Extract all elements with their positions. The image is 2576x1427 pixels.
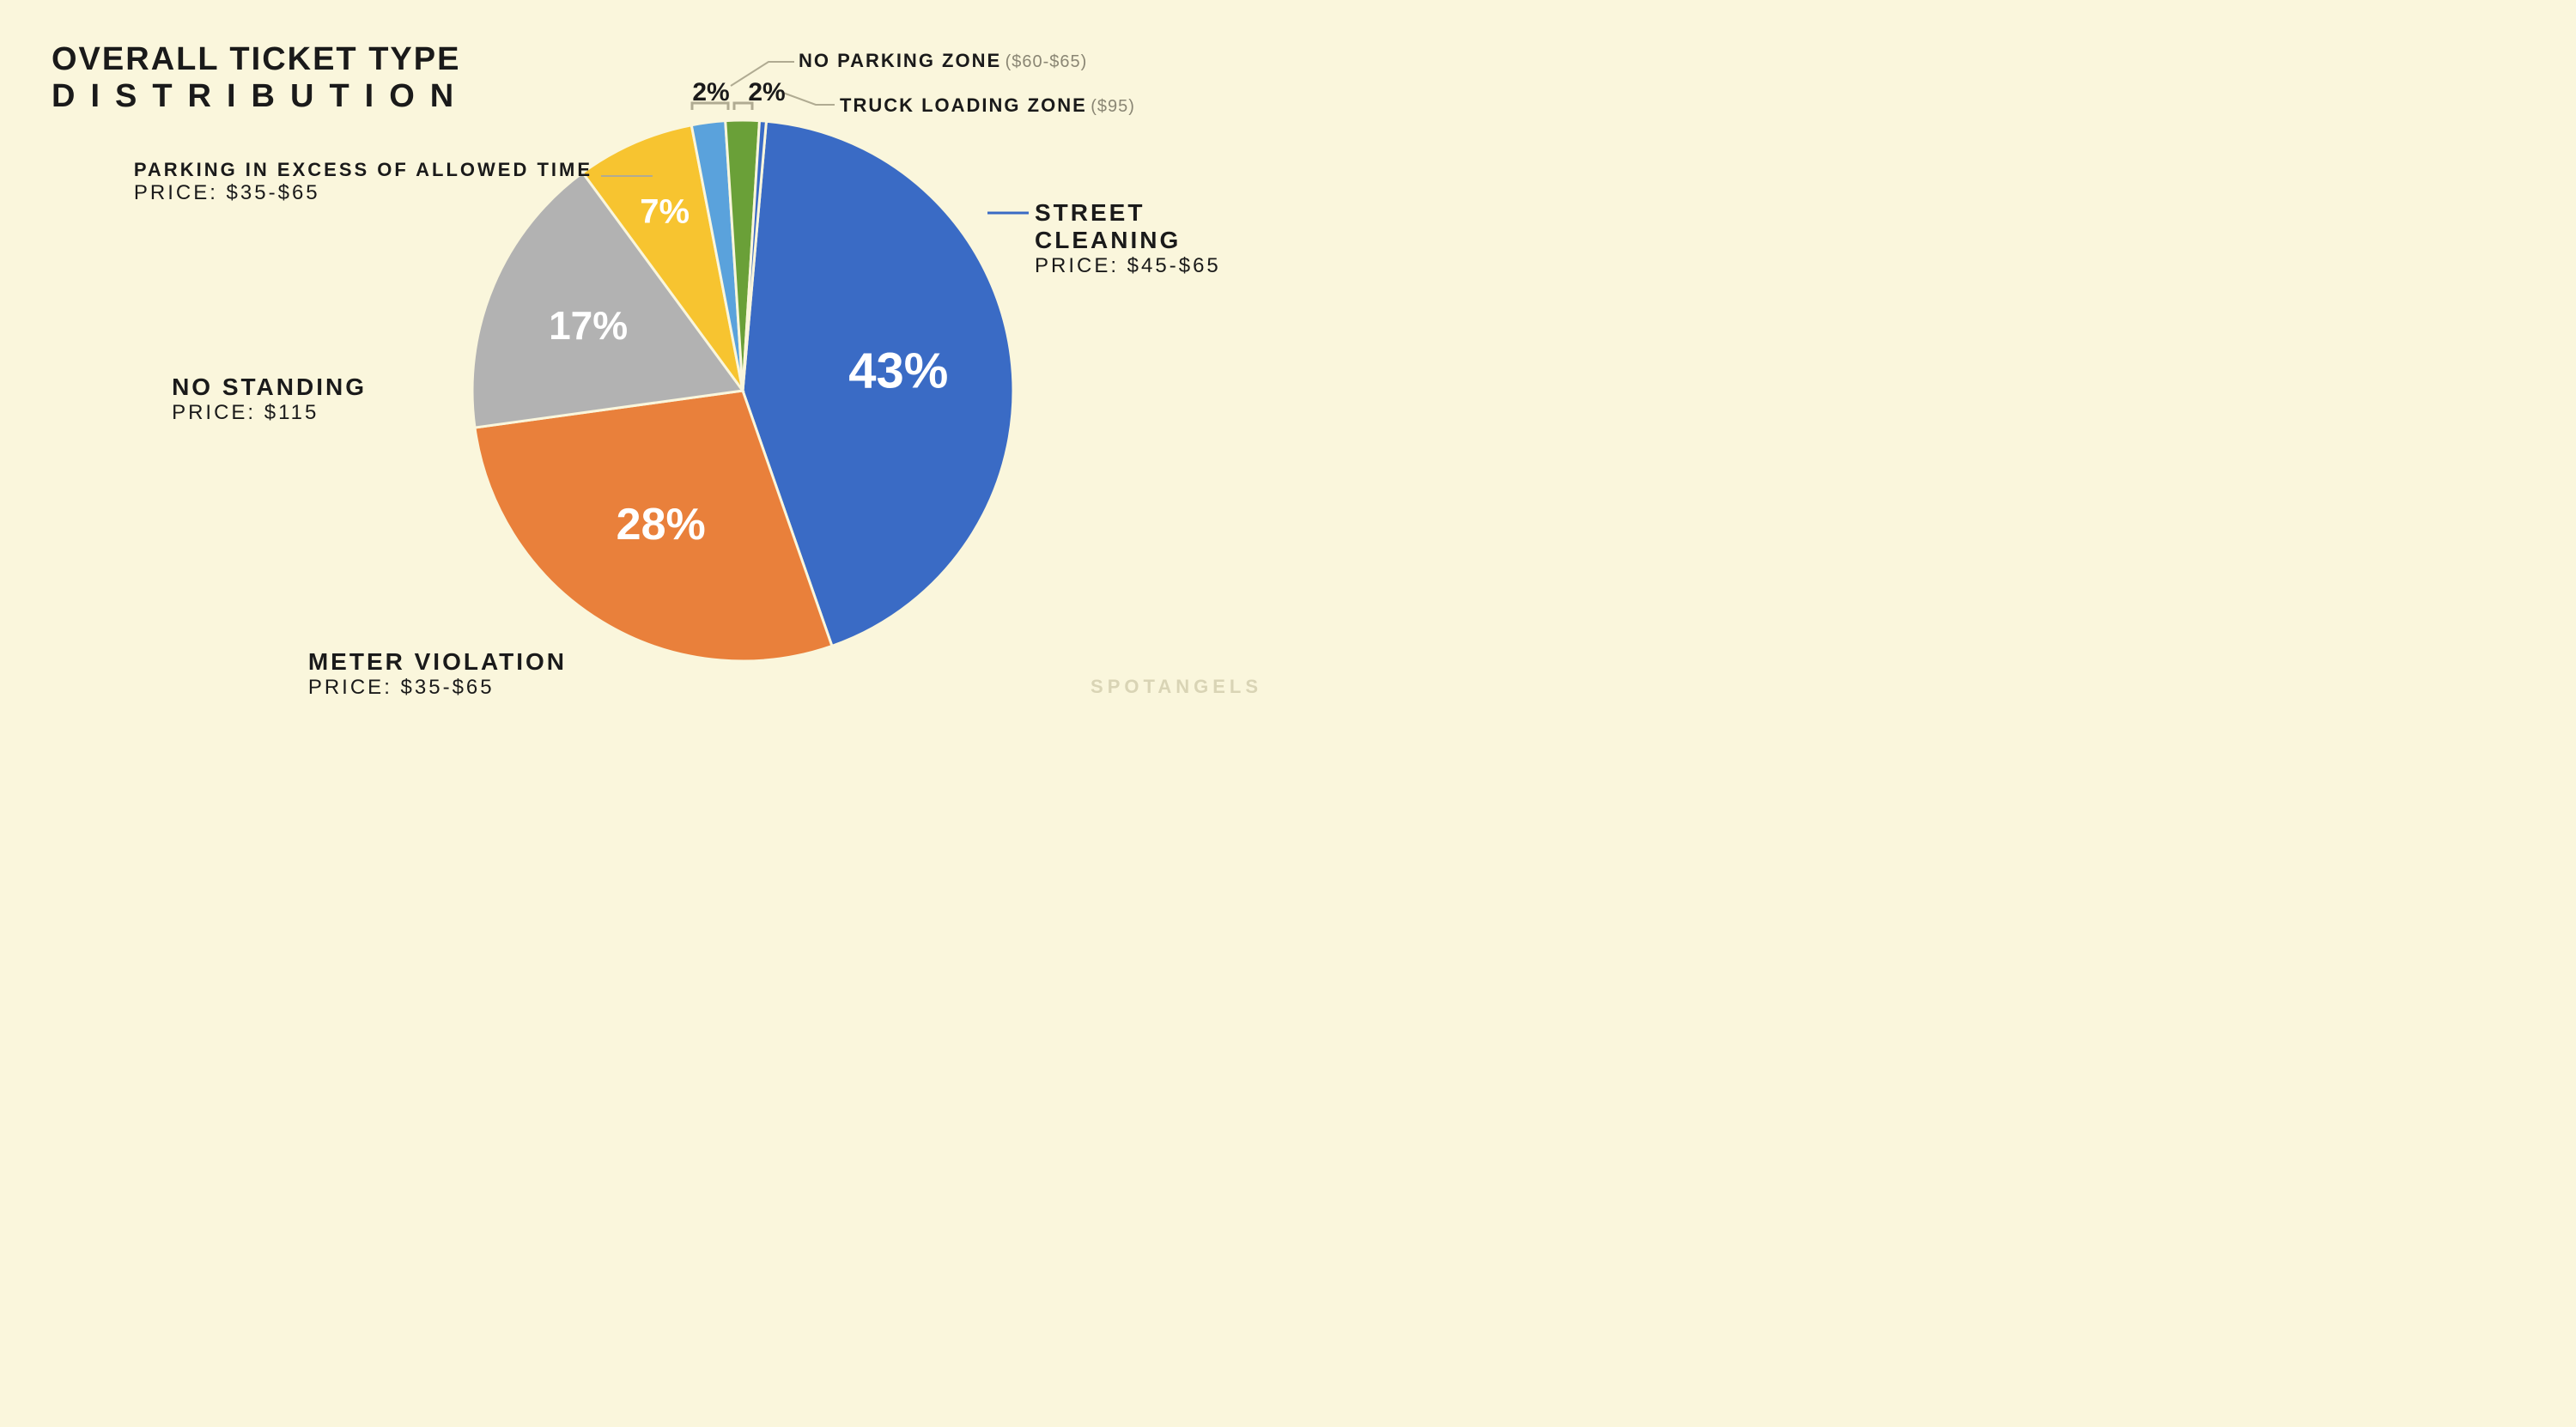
label-name: TRUCK LOADING ZONE xyxy=(840,94,1087,116)
label-meter-violation: METER VIOLATION PRICE: $35-$65 xyxy=(308,648,567,700)
pct-truck_loading: 2% xyxy=(748,78,785,107)
pct-meter_violation: 28% xyxy=(617,499,706,550)
label-street-cleaning: STREET CLEANING PRICE: $45-$65 xyxy=(1035,199,1288,278)
watermark: SPOTANGELS xyxy=(1091,676,1262,698)
label-price: PRICE: $35-$65 xyxy=(134,181,592,205)
label-no-parking-zone: NO PARKING ZONE ($60-$65) xyxy=(799,50,1087,72)
pct-no_standing: 17% xyxy=(549,302,628,349)
label-name: PARKING IN EXCESS OF ALLOWED TIME xyxy=(134,159,592,181)
label-name: STREET CLEANING xyxy=(1035,199,1288,254)
label-price: PRICE: $45-$65 xyxy=(1035,254,1288,278)
pct-no_parking_zone: 2% xyxy=(692,78,729,107)
infographic-stage: OVERALL TICKET TYPE DISTRIBUTION STREET … xyxy=(0,0,1288,714)
label-price: ($95) xyxy=(1091,97,1135,116)
label-truck-loading: TRUCK LOADING ZONE ($95) xyxy=(840,94,1135,117)
label-no-standing: NO STANDING PRICE: $115 xyxy=(172,373,367,425)
label-name: METER VIOLATION xyxy=(308,648,567,676)
label-name: NO STANDING xyxy=(172,373,367,401)
label-price: PRICE: $35-$65 xyxy=(308,676,567,700)
label-price: PRICE: $115 xyxy=(172,401,367,425)
label-excess-time: PARKING IN EXCESS OF ALLOWED TIME PRICE:… xyxy=(134,159,592,205)
label-price: ($60-$65) xyxy=(1005,52,1088,71)
pct-street_cleaning: 43% xyxy=(848,343,948,400)
label-name: NO PARKING ZONE xyxy=(799,50,1001,71)
pct-excess_time: 7% xyxy=(640,193,690,232)
